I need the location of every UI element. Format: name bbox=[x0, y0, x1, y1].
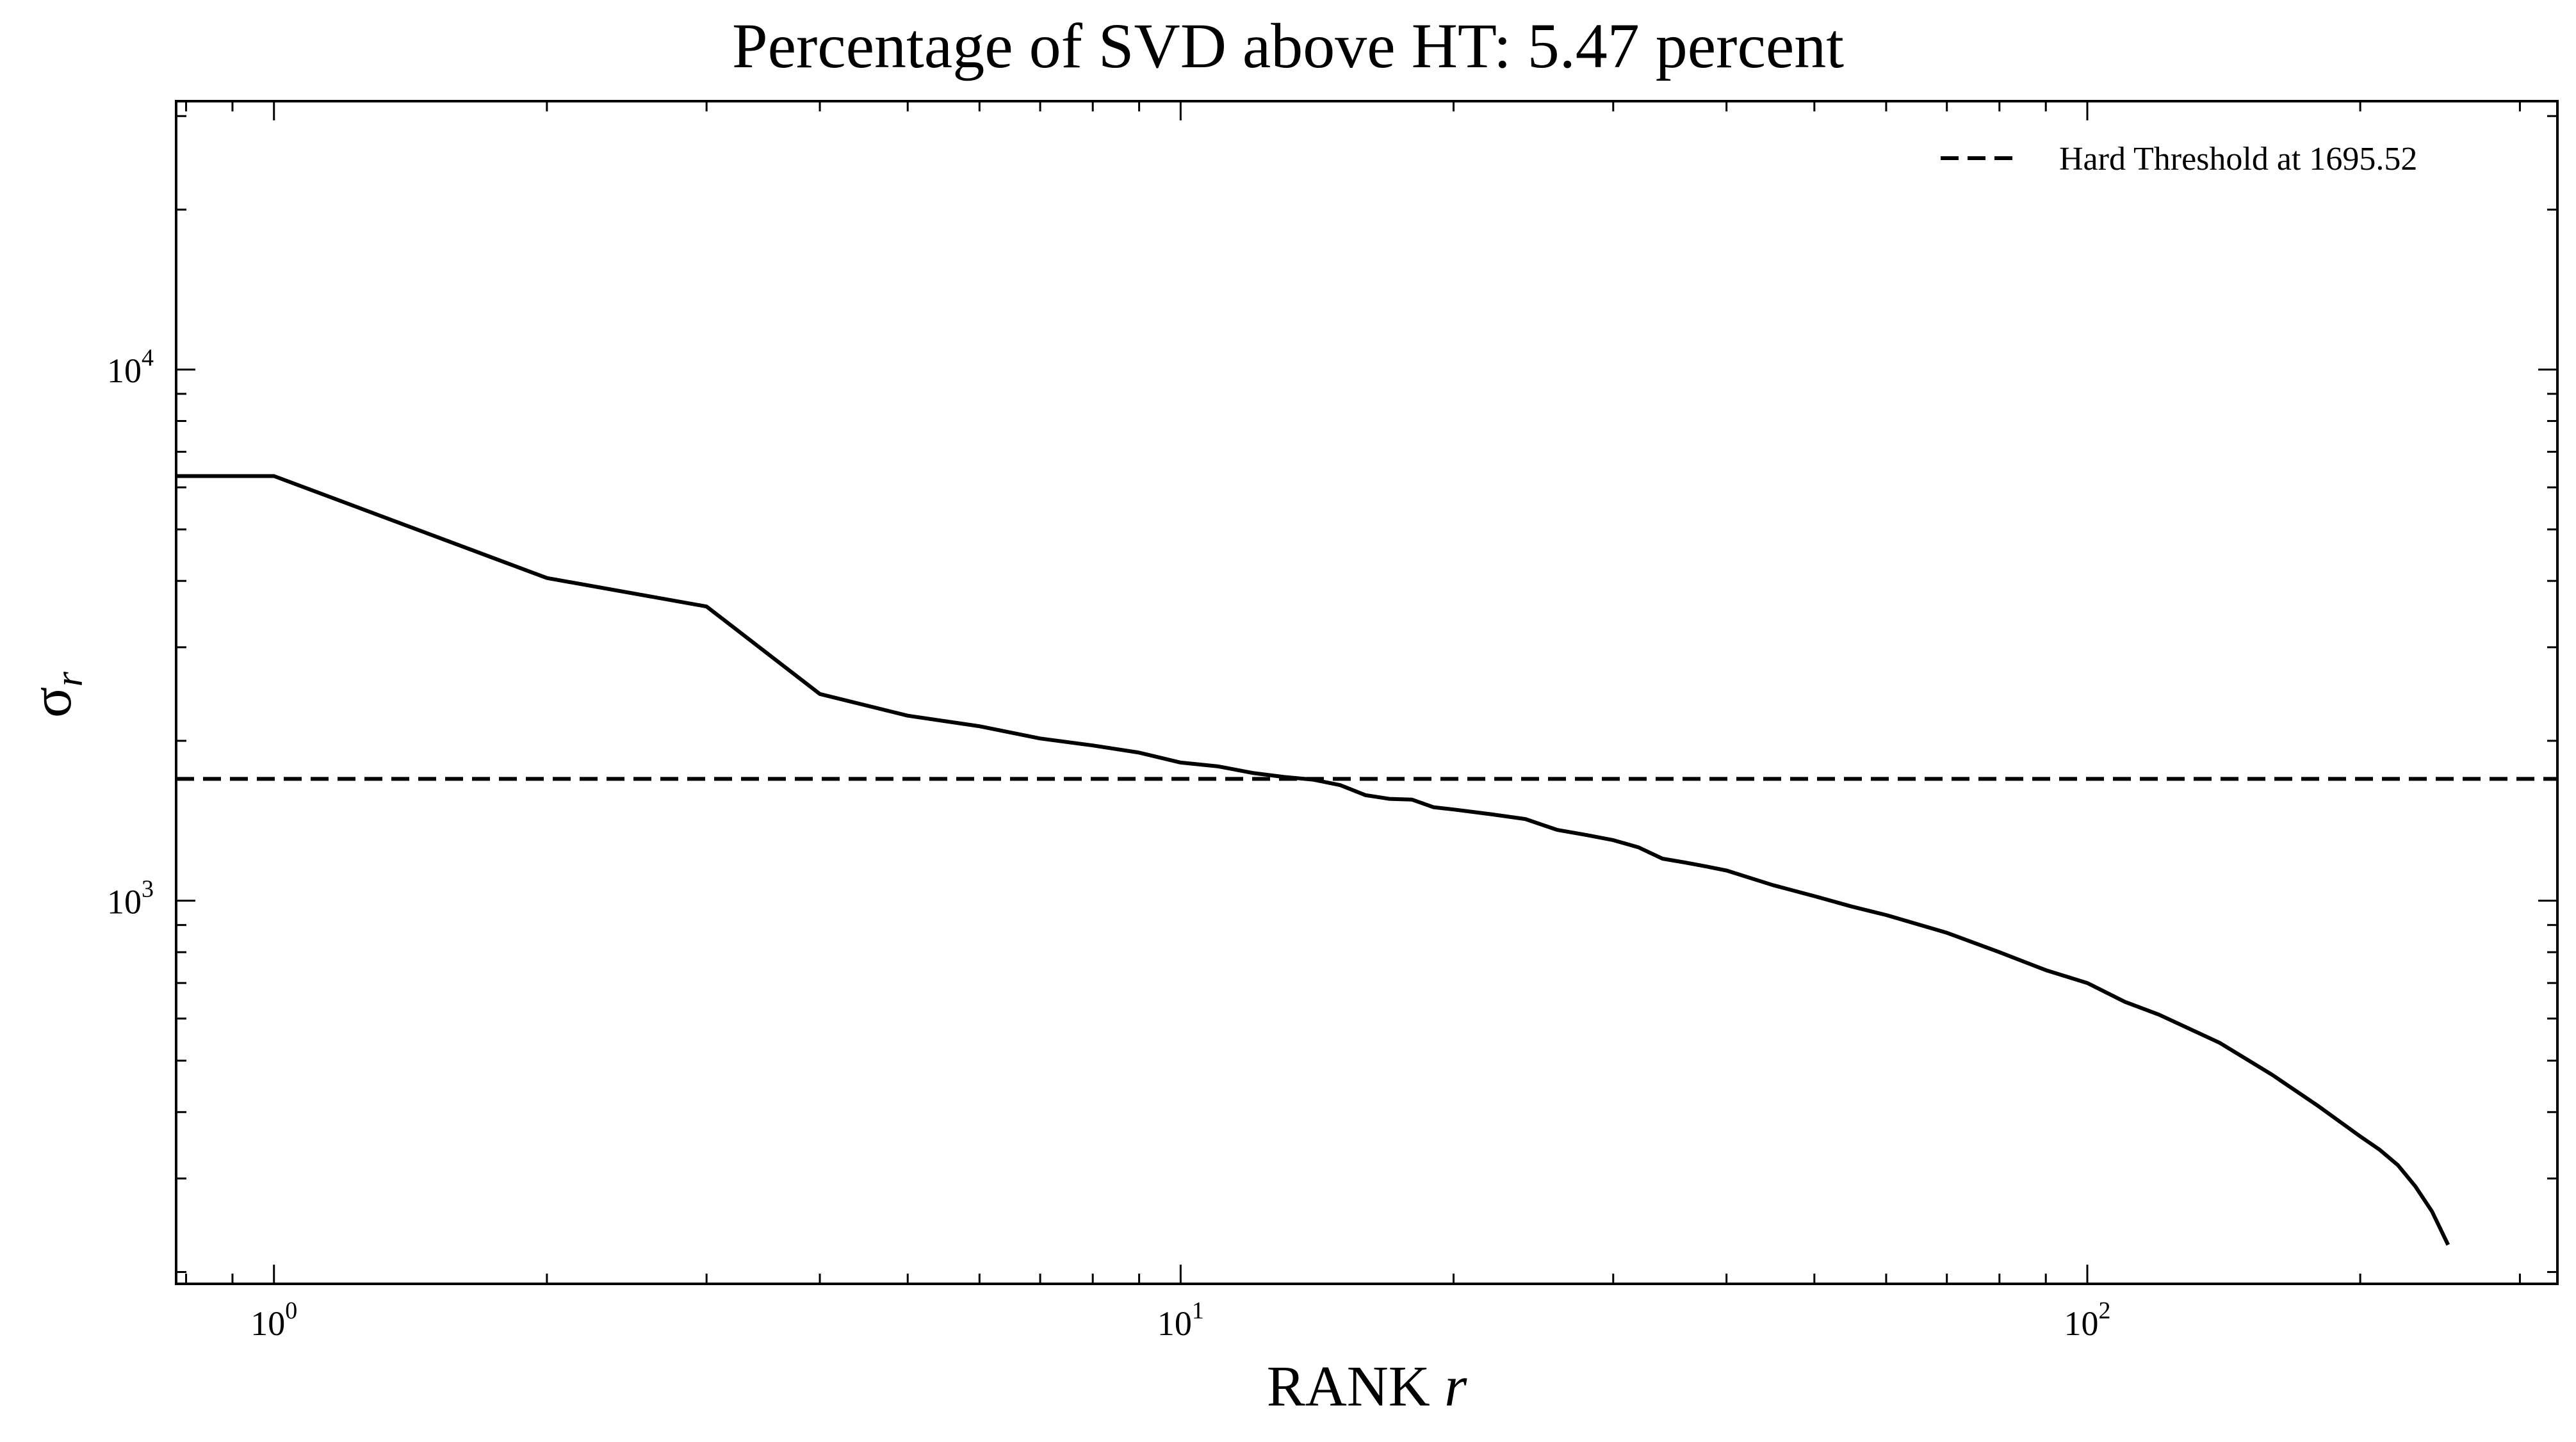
y-axis-label-symbol: σ bbox=[20, 686, 83, 718]
x-tick-label: 102 bbox=[2064, 1297, 2110, 1343]
series-line-sigma bbox=[176, 474, 2450, 1246]
legend: Hard Threshold at 1695.52 bbox=[1941, 141, 2417, 177]
major-ticks bbox=[176, 101, 2557, 1284]
chart-title: Percentage of SVD above HT: 5.47 percent bbox=[732, 10, 1844, 81]
legend-threshold-label: Hard Threshold at 1695.52 bbox=[2059, 141, 2417, 177]
minor-ticks bbox=[176, 101, 2557, 1284]
y-axis-label-sub: r bbox=[48, 671, 90, 686]
x-axis-label-var: r bbox=[1444, 1355, 1467, 1418]
x-tick-label: 100 bbox=[250, 1297, 297, 1343]
y-tick-label: 103 bbox=[107, 876, 154, 921]
y-tick-label: 104 bbox=[107, 344, 154, 390]
y-axis-label: σr bbox=[20, 671, 90, 718]
x-tick-label: 101 bbox=[1157, 1297, 1204, 1343]
plot-frame bbox=[175, 100, 2559, 1285]
x-axis-label-text: RANK bbox=[1267, 1355, 1445, 1418]
tick-labels: 100 101 102 103 104 bbox=[107, 344, 2110, 1343]
x-axis-label: RANK r bbox=[1267, 1355, 1468, 1418]
